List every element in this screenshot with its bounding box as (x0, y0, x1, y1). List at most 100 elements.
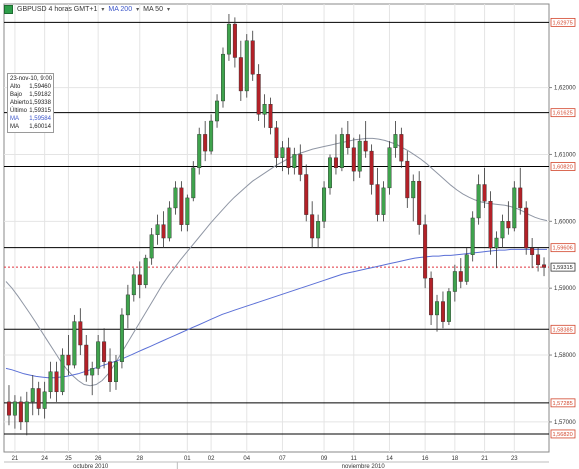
x-tick-label: 24 (41, 456, 48, 462)
level-label: 1,58385 (553, 327, 573, 333)
candle-up (476, 184, 481, 219)
candle-up (125, 294, 130, 316)
candle-up (381, 187, 386, 215)
info-row-ma200: MA 1,59584 (10, 116, 51, 122)
candle-up (446, 291, 451, 322)
candle-down (506, 221, 511, 229)
candle-up (226, 23, 231, 55)
candle-down (536, 254, 541, 265)
candle-down (179, 187, 184, 225)
candle-up (30, 388, 35, 403)
candle-up (90, 368, 95, 376)
month-label: octubre 2010 (73, 464, 109, 469)
y-tick-label: 1,58000 (554, 353, 576, 359)
candle-down (458, 271, 463, 282)
candle-up (435, 301, 440, 316)
candles (6, 14, 547, 436)
candle-up (411, 180, 416, 199)
candle-up (316, 221, 321, 239)
level-label-box (550, 429, 576, 439)
symbol-label[interactable]: GBPUSD 4 horas GMT+1 (17, 5, 98, 13)
candle-down (542, 264, 547, 268)
candle-down (161, 224, 166, 239)
plot-frame (3, 3, 550, 453)
candle-up (221, 53, 225, 102)
candle-down (345, 134, 350, 148)
symbol-dropdown-caret-icon[interactable]: ▾ (101, 6, 105, 13)
candle-down (108, 361, 113, 382)
x-tick-label: 01 (184, 456, 191, 462)
x-tick-label: 09 (321, 456, 328, 462)
candle-down (440, 301, 445, 322)
candle-down (351, 147, 356, 172)
x-tick-label: 04 (243, 456, 250, 462)
x-tick-label: 02 (208, 456, 215, 462)
x-tick-label: 11 (351, 456, 358, 462)
candle-up (24, 401, 29, 423)
candle-up (262, 104, 267, 115)
y-tick-label: 1,61000 (554, 152, 576, 158)
y-tick-label: 1,59000 (554, 286, 576, 292)
candle-down (298, 154, 303, 175)
candle-down (203, 134, 208, 152)
candle-up (96, 341, 101, 369)
candle-down (256, 74, 261, 115)
candle-up (42, 391, 47, 409)
level-label-box (550, 162, 576, 171)
candle-down (78, 321, 83, 346)
last-price-label: 1,59315 (553, 265, 573, 271)
candle-up (494, 237, 499, 249)
axes: 21 24 25 26 28 01 02 04 07 09 11 14 16 18 21 23 octubre … (4, 17, 576, 469)
candle-down (250, 40, 255, 75)
level-label-box (550, 398, 576, 408)
candle-down (232, 23, 237, 58)
candle-down (369, 150, 374, 185)
level-label: 1,57285 (553, 401, 573, 407)
candle-up (209, 120, 214, 152)
candle-up (280, 147, 285, 158)
candle-down (399, 134, 404, 162)
candle-up (500, 221, 505, 239)
candle-down (18, 401, 23, 423)
candle-down (268, 104, 273, 128)
candle-up (292, 154, 297, 169)
x-tick-label: 16 (422, 456, 429, 462)
candle-down (6, 401, 11, 416)
candle-up (357, 140, 362, 172)
x-tick-label: 07 (279, 456, 286, 462)
candle-up (339, 134, 344, 169)
y-tick-label: 1,60000 (554, 219, 576, 225)
ma200-dropdown-caret-icon[interactable]: ▾ (136, 6, 140, 13)
ma50-dropdown-caret-icon[interactable]: ▾ (166, 6, 170, 13)
level-label-box (550, 108, 576, 118)
ma50-label[interactable]: MA 50 (143, 5, 163, 13)
x-tick-label: 26 (95, 456, 102, 462)
x-tick-label: 21 (481, 456, 488, 462)
last-price-box (550, 262, 576, 272)
candle-down (518, 187, 523, 209)
candle-up (149, 234, 154, 259)
candle-down (429, 277, 434, 316)
x-tick-label: 14 (386, 456, 393, 462)
candle-down (363, 140, 368, 152)
ma200-label[interactable]: MA 200 (108, 5, 133, 13)
candle-up (244, 40, 249, 92)
candle-down (238, 57, 243, 92)
info-row-open: Abierto 1,59338 (10, 100, 51, 106)
level-label: 1,62975 (553, 20, 573, 26)
instrument-icon[interactable] (4, 4, 13, 14)
candle-up (470, 217, 475, 255)
x-tick-label: 25 (65, 456, 72, 462)
level-label: 1,56820 (553, 432, 573, 438)
candle-up (185, 197, 190, 225)
candle-down (333, 157, 338, 169)
candle-down (274, 127, 279, 158)
candle-down (54, 371, 59, 393)
candle-up (60, 354, 65, 393)
level-label: 1,60820 (553, 164, 573, 170)
candle-up (464, 254, 469, 282)
candle-up (452, 271, 457, 292)
candle-down (66, 354, 71, 366)
ohlc-info-box: 23-nov-10, 9:00 Alto 1,59460 Bajo 1,59182 … (7, 73, 54, 133)
